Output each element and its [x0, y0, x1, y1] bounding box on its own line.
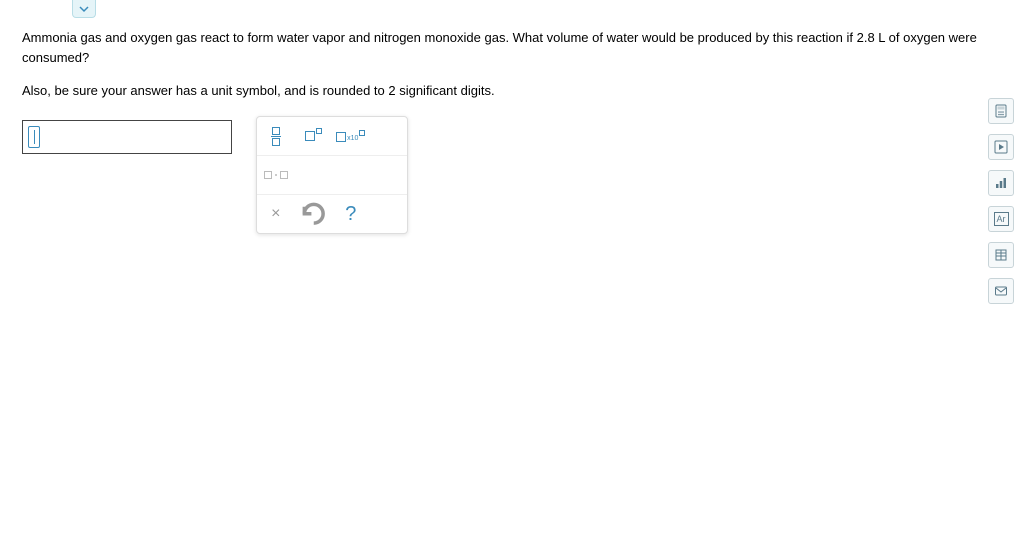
side-toolbar: Ar — [988, 98, 1014, 304]
cursor-indicator — [28, 126, 40, 148]
data-table-button[interactable] — [988, 242, 1014, 268]
calculator-icon — [994, 104, 1008, 118]
clear-icon: × — [271, 205, 280, 223]
palette-empty-1 — [370, 117, 408, 155]
clear-button[interactable]: × — [257, 195, 295, 233]
undo-icon — [295, 195, 333, 233]
symbol-palette: x10 × ? — [256, 116, 408, 234]
fraction-button[interactable] — [257, 117, 295, 155]
mail-icon — [994, 284, 1008, 298]
play-icon — [994, 140, 1008, 154]
scientific-notation-button[interactable]: x10 — [332, 117, 370, 155]
periodic-icon: Ar — [994, 212, 1009, 226]
help-button[interactable]: ? — [332, 195, 370, 233]
answer-input[interactable] — [22, 120, 232, 154]
undo-button[interactable] — [295, 195, 333, 233]
chart-button[interactable] — [988, 170, 1014, 196]
palette-empty-4 — [370, 156, 408, 194]
question-text: Ammonia gas and oxygen gas react to form… — [22, 28, 984, 115]
help-icon: ? — [345, 203, 356, 226]
collapse-toggle[interactable] — [72, 0, 96, 18]
play-button[interactable] — [988, 134, 1014, 160]
question-paragraph-2: Also, be sure your answer has a unit sym… — [22, 81, 984, 101]
palette-empty-5 — [370, 195, 408, 233]
palette-empty-2 — [295, 156, 333, 194]
data-icon — [994, 248, 1008, 262]
multiply-dot-button[interactable] — [257, 156, 295, 194]
calculator-button[interactable] — [988, 98, 1014, 124]
superscript-button[interactable] — [295, 117, 333, 155]
palette-empty-3 — [332, 156, 370, 194]
question-paragraph-1: Ammonia gas and oxygen gas react to form… — [22, 28, 984, 67]
periodic-table-button[interactable]: Ar — [988, 206, 1014, 232]
chevron-down-icon — [79, 4, 89, 14]
chart-icon — [994, 176, 1008, 190]
mail-button[interactable] — [988, 278, 1014, 304]
